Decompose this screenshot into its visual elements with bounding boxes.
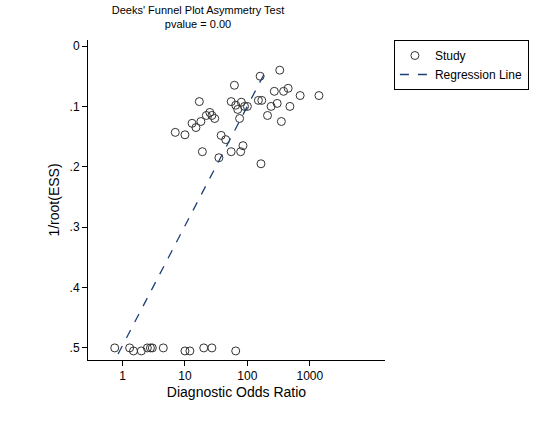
svg-text:.4: .4 bbox=[70, 281, 80, 295]
svg-text:1000: 1000 bbox=[296, 369, 323, 383]
svg-text:Study: Study bbox=[435, 49, 466, 63]
svg-text:10: 10 bbox=[178, 369, 192, 383]
svg-text:.5: .5 bbox=[70, 341, 80, 355]
svg-text:Diagnostic Odds Ratio: Diagnostic Odds Ratio bbox=[167, 384, 307, 400]
svg-text:Deeks' Funnel Plot Asymmetry T: Deeks' Funnel Plot Asymmetry Testpvalue … bbox=[112, 4, 284, 30]
svg-text:0: 0 bbox=[73, 39, 80, 53]
svg-text:1/root(ESS): 1/root(ESS) bbox=[46, 163, 62, 236]
svg-text:.1: .1 bbox=[70, 100, 80, 114]
svg-text:.2: .2 bbox=[70, 160, 80, 174]
svg-text:1: 1 bbox=[119, 369, 126, 383]
svg-text:.3: .3 bbox=[70, 220, 80, 234]
svg-text:100: 100 bbox=[237, 369, 257, 383]
svg-text:Regression Line: Regression Line bbox=[435, 68, 522, 82]
